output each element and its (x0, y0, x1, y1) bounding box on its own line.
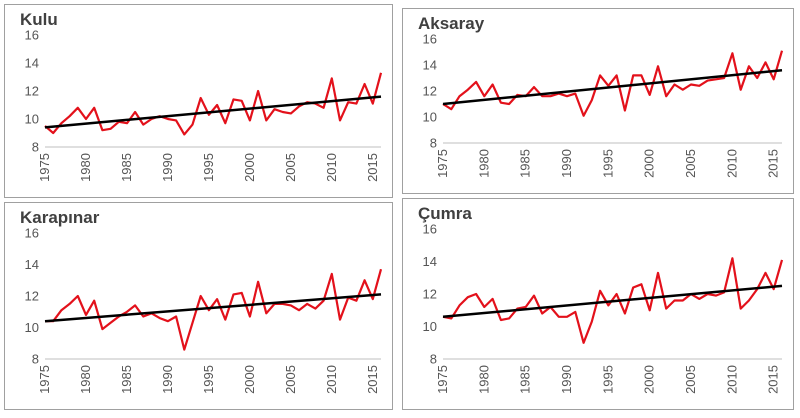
x-tick-label: 2015 (365, 365, 380, 394)
x-tick-label: 1995 (201, 153, 216, 182)
panel-title: Kulu (20, 10, 58, 29)
x-tick-label: 1985 (518, 149, 533, 178)
chart-cumra: Çumra 8 10 12 14 16 1975 1980 1985 1990 1995 2000 20… (418, 204, 784, 394)
x-tick-label: 1995 (600, 149, 615, 178)
y-tick-label: 8 (430, 352, 437, 367)
y-tick-label: 14 (25, 257, 39, 272)
y-tick-label: 16 (423, 222, 437, 237)
x-tick-label: 1975 (435, 365, 450, 394)
x-tick-label: 1990 (559, 149, 574, 178)
y-tick-label: 10 (25, 112, 39, 127)
trend-line (442, 284, 783, 318)
y-tick-label: 12 (423, 287, 437, 302)
x-tick-label: 1975 (37, 153, 52, 182)
trend-line (442, 68, 783, 106)
panel-karapinar: Karapınar 8 10 12 14 16 1975 1980 1985 1990 1995 20… (4, 202, 393, 410)
y-tick-label: 8 (32, 140, 39, 155)
panel-kulu: Kulu 8 10 12 14 16 1975 1980 1985 1990 1995 2000 200… (4, 4, 393, 198)
y-tick-label: 12 (25, 84, 39, 99)
data-series-line (45, 268, 383, 351)
x-tick-label: 1980 (78, 365, 93, 394)
chart-karapinar: Karapınar 8 10 12 14 16 1975 1980 1985 1990 1995 20… (20, 208, 383, 394)
y-tick-label: 16 (25, 28, 39, 43)
x-tick-label: 1980 (476, 149, 491, 178)
y-tick-label: 10 (423, 319, 437, 334)
y-tick-label: 10 (423, 110, 437, 125)
y-tick-label: 10 (25, 320, 39, 335)
panel-cumra: Çumra 8 10 12 14 16 1975 1980 1985 1990 1995 2000 20… (402, 198, 794, 410)
chart-aksaray: Aksaray 8 10 12 14 16 1975 1980 1985 1990 1995 2000… (418, 14, 784, 178)
x-tick-label: 2005 (283, 153, 298, 182)
x-tick-label: 1975 (37, 365, 52, 394)
y-tick-label: 14 (25, 56, 39, 71)
x-tick-label: 1990 (559, 365, 574, 394)
x-tick-label: 2010 (324, 365, 339, 394)
panel-title: Çumra (418, 204, 472, 223)
x-tick-label: 1995 (201, 365, 216, 394)
x-tick-label: 1980 (476, 365, 491, 394)
y-tick-label: 14 (423, 254, 437, 269)
y-tick-label: 12 (25, 289, 39, 304)
data-series-line (442, 50, 784, 117)
x-tick-label: 2000 (242, 365, 257, 394)
x-tick-label: 1985 (518, 365, 533, 394)
panel-title: Karapınar (20, 208, 100, 227)
data-series-line (442, 257, 784, 344)
x-tick-label: 1990 (160, 365, 175, 394)
x-tick-label: 2015 (365, 153, 380, 182)
x-tick-label: 1990 (160, 153, 175, 182)
y-tick-label: 12 (423, 84, 437, 99)
x-tick-label: 1985 (119, 153, 134, 182)
x-tick-label: 1985 (119, 365, 134, 394)
x-tick-label: 1975 (435, 149, 450, 178)
x-tick-label: 2005 (683, 149, 698, 178)
x-tick-label: 2000 (642, 365, 657, 394)
x-tick-label: 2010 (324, 153, 339, 182)
trend-line (44, 95, 382, 129)
x-tick-label: 2010 (724, 149, 739, 178)
trend-line (44, 293, 382, 323)
x-tick-label: 2015 (766, 149, 781, 178)
x-tick-label: 2010 (724, 365, 739, 394)
x-tick-label: 2000 (642, 149, 657, 178)
x-tick-label: 1995 (600, 365, 615, 394)
x-tick-label: 2005 (283, 365, 298, 394)
y-tick-label: 16 (423, 32, 437, 47)
y-tick-label: 16 (25, 226, 39, 241)
panel-aksaray: Aksaray 8 10 12 14 16 1975 1980 1985 1990 1995 2000… (402, 8, 794, 194)
chart-kulu: Kulu 8 10 12 14 16 1975 1980 1985 1990 1995 2000 200… (20, 10, 383, 182)
data-series-line (44, 72, 383, 136)
x-tick-label: 2015 (766, 365, 781, 394)
x-tick-label: 1980 (78, 153, 93, 182)
y-tick-label: 14 (423, 58, 437, 73)
panel-title: Aksaray (418, 14, 485, 33)
y-tick-label: 8 (32, 352, 39, 367)
y-tick-label: 8 (430, 136, 437, 151)
x-tick-label: 2005 (683, 365, 698, 394)
x-tick-label: 2000 (242, 153, 257, 182)
